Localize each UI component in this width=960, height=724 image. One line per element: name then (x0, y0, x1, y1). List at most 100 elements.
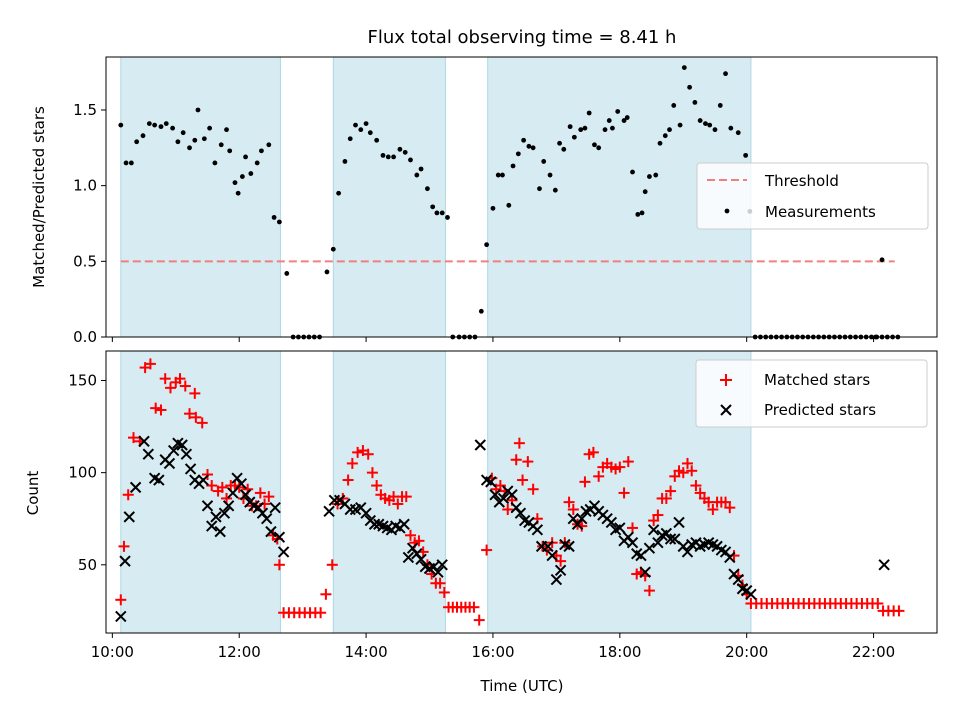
measurement-point (175, 139, 181, 145)
measurement-point (657, 140, 663, 146)
y-tick-label: 100 (68, 464, 97, 482)
predicted-star-point (201, 500, 214, 512)
chart-title: Flux total observing time = 8.41 h (368, 27, 677, 48)
matched-star-point (326, 559, 338, 571)
measurement-point (248, 171, 254, 176)
predicted-star-point (260, 513, 273, 525)
measurement-point (687, 84, 693, 90)
predicted-star-point (664, 533, 677, 545)
measurement-point (445, 215, 450, 220)
matched-star-point (190, 411, 202, 423)
y-axis-label: Count (24, 471, 42, 516)
matched-star-point (127, 432, 139, 444)
matched-star-point (720, 496, 732, 508)
matched-star-point (660, 492, 672, 504)
matched-star-point (517, 474, 529, 486)
measurement-point (642, 189, 648, 195)
measurement-point (541, 159, 547, 164)
predicted-star-point (163, 457, 176, 470)
measurement-point (606, 118, 612, 123)
matched-star-point (690, 480, 702, 492)
matched-star-point (686, 465, 698, 477)
predicted-star-point (214, 525, 226, 538)
predicted-star-point (732, 573, 744, 586)
measurement-point (703, 121, 708, 126)
predicted-star-point (554, 564, 567, 577)
predicted-star-point (265, 525, 277, 538)
measurement-point (621, 118, 627, 123)
matched-star-point (527, 483, 539, 495)
matched-star-point (150, 402, 162, 414)
measurement-point (342, 159, 348, 164)
measurement-point (743, 152, 749, 158)
measurement-point (879, 257, 885, 263)
matched-star-point (342, 474, 354, 486)
legend-matched-swatch (720, 374, 732, 386)
y-axis-label: Matched/Predicted stars (30, 106, 48, 288)
predicted-star-point (123, 511, 135, 523)
predicted-star-point (436, 559, 448, 571)
measurement-point (671, 103, 677, 108)
matched-star-point (115, 594, 127, 606)
x-ticks (111, 337, 875, 342)
measurement-point (336, 190, 341, 196)
measurement-point (681, 65, 687, 70)
predicted-star-point (273, 531, 286, 543)
matched-star-point (522, 456, 534, 468)
matched-star-point (159, 373, 171, 385)
predicted-star-point (269, 501, 281, 514)
matched-star-point (567, 504, 579, 516)
predicted-star-point (415, 553, 427, 565)
measurement-point (358, 127, 364, 133)
legend-measurement-label: Measurements (765, 203, 876, 221)
measurement-point (224, 127, 229, 133)
matched-star-point (315, 607, 327, 619)
predicted-star-point (210, 511, 222, 523)
measurement-point (639, 210, 645, 216)
predicted-star-point (497, 492, 510, 505)
matched-star-point (174, 373, 186, 385)
measurement-point (324, 269, 330, 275)
matched-star-point (400, 491, 412, 503)
predicted-star-point (333, 494, 346, 507)
measurement-point (207, 125, 213, 131)
predicted-star-point (605, 516, 618, 529)
measurement-point (667, 127, 672, 133)
measurement-point (561, 146, 567, 152)
matched-star-point (179, 380, 191, 392)
measurement-point (567, 124, 573, 130)
measurement-point (653, 172, 659, 178)
y-ticks: 50 100 150 (68, 371, 106, 574)
measurement-point (425, 186, 430, 192)
measurement-point (490, 205, 496, 211)
matched-star-point (872, 598, 884, 610)
matched-star-point (648, 515, 660, 527)
measurement-point (647, 174, 652, 179)
matched-star-point (643, 585, 655, 597)
measurement-point (158, 124, 164, 130)
measurement-point (254, 160, 260, 166)
observing-window (120, 56, 281, 338)
matched-star-point (434, 577, 446, 589)
measurement-point (707, 122, 713, 128)
measurement-point (259, 148, 264, 154)
predicted-star-point (563, 540, 575, 553)
predicted-star-point (681, 546, 694, 558)
measurement-point (201, 136, 207, 142)
measurement-point (118, 122, 124, 128)
predicted-star-point (724, 551, 736, 564)
predicted-star-point (235, 477, 248, 490)
measurement-point (557, 140, 562, 146)
predicted-star-point (398, 518, 410, 530)
x-tick-label: 18:00 (598, 643, 641, 661)
measurement-point (152, 122, 158, 128)
observing-windows (120, 56, 752, 338)
legend-threshold-label: Threshold (764, 172, 839, 190)
measurement-point (363, 121, 369, 126)
predicted-star-point (745, 588, 757, 601)
measurement-point (530, 145, 536, 151)
measurement-point (712, 127, 718, 133)
measurement-point (195, 107, 201, 113)
y-tick-label: 1.0 (73, 177, 97, 195)
